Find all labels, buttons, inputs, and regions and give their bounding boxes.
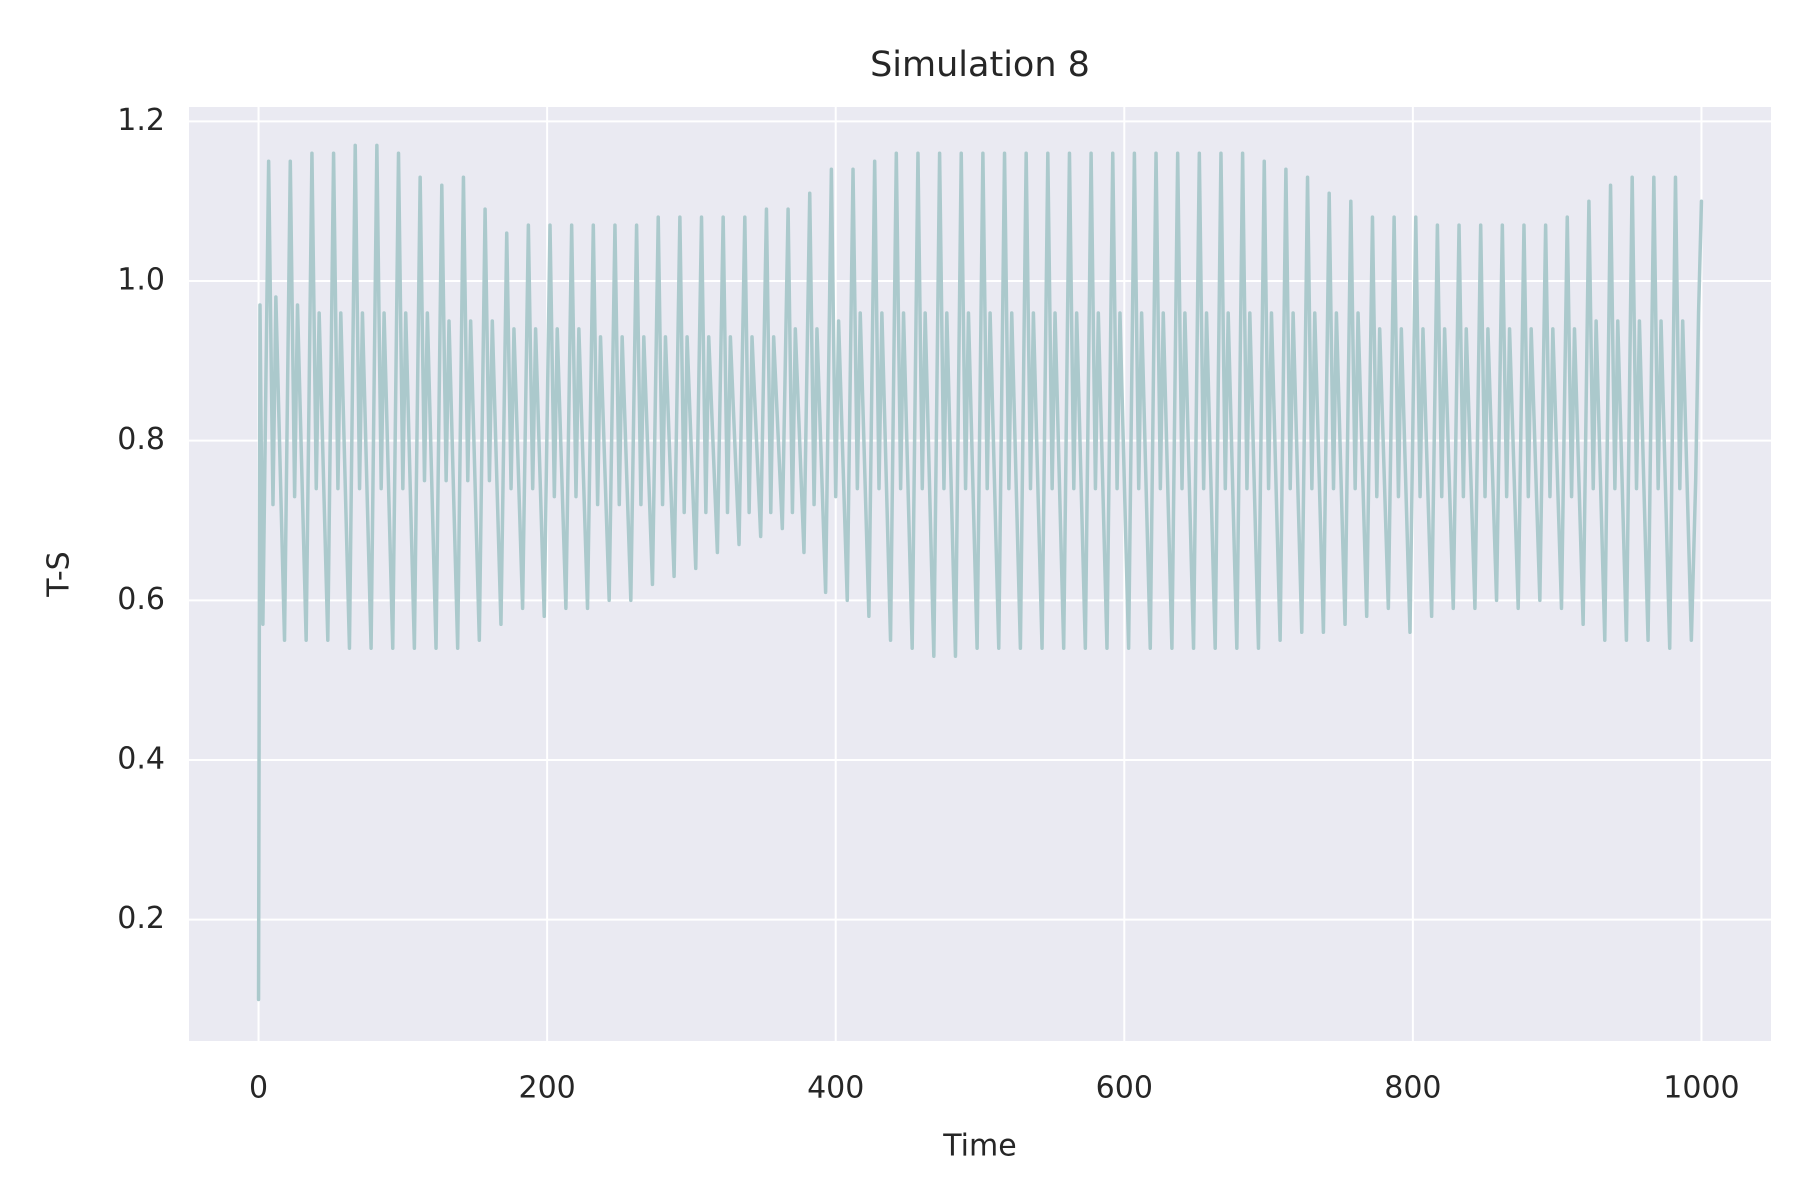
y-tick-label: 1.0 <box>117 263 165 298</box>
y-tick-label: 0.6 <box>117 582 165 617</box>
y-tick-label: 0.4 <box>117 742 165 777</box>
chart-title: Simulation 8 <box>870 45 1090 85</box>
y-axis-label: T-S <box>42 551 77 597</box>
x-tick-label: 600 <box>1096 1071 1153 1106</box>
x-tick-label: 0 <box>249 1071 268 1106</box>
data-line <box>256 143 1704 1002</box>
plot-area <box>189 107 1771 1041</box>
x-axis-label: Time <box>942 1129 1016 1164</box>
x-tick-label: 1000 <box>1663 1071 1739 1106</box>
x-tick-label: 800 <box>1384 1071 1441 1106</box>
y-tick-label: 0.8 <box>117 422 165 457</box>
y-tick-label: 1.2 <box>117 103 165 138</box>
x-tick-label: 200 <box>518 1071 575 1106</box>
x-tick-label: 400 <box>807 1071 864 1106</box>
y-tick-label: 0.2 <box>117 901 165 936</box>
